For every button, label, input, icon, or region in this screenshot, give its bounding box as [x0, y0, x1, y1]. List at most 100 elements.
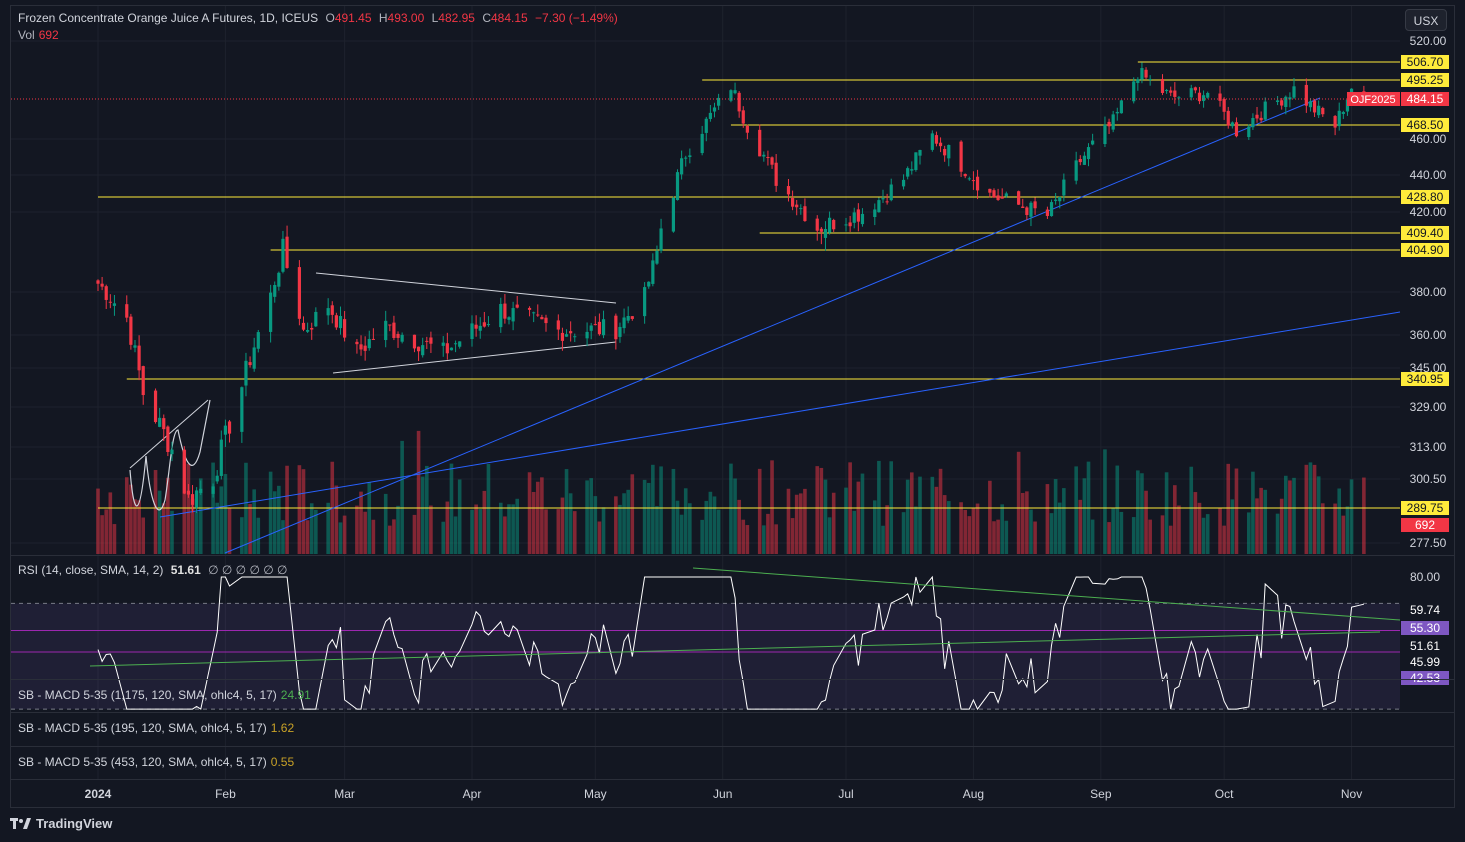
macd-legend-1[interactable]: SB - MACD 5-35 (1,175, 120, SMA, ohlc4, … — [18, 688, 311, 702]
candle-body — [1148, 78, 1152, 80]
candle-body — [392, 322, 396, 338]
candle-body — [1333, 116, 1337, 128]
candle-body — [770, 157, 774, 165]
candle-body — [1029, 202, 1033, 217]
volume-bar — [240, 517, 244, 554]
volume-bar — [227, 507, 232, 554]
pane-separator[interactable] — [10, 712, 1455, 713]
price-label-bg — [1401, 372, 1449, 386]
tradingview-logo[interactable]: TradingView — [10, 816, 112, 831]
candle-body — [671, 197, 675, 232]
candle-body — [112, 303, 117, 306]
candle-body — [540, 317, 544, 320]
volume-bar — [1349, 479, 1354, 554]
time-tick-label: May — [584, 787, 607, 801]
macd-legend-2[interactable]: SB - MACD 5-35 (195, 120, SMA, ohlc4, 5,… — [18, 721, 295, 735]
time-tick-label: Oct — [1215, 787, 1234, 801]
volume-bar — [367, 482, 372, 554]
price-tick-label: 380.00 — [1410, 285, 1447, 299]
volume-bar — [774, 524, 778, 554]
volume-bar — [248, 503, 252, 554]
volume-bar — [790, 518, 795, 554]
price-label: 289.75 — [1407, 501, 1444, 515]
volume-bar — [852, 510, 857, 554]
volume-bar — [556, 509, 561, 554]
volume-bar — [572, 511, 577, 554]
candle-body — [1103, 124, 1107, 145]
candle-body — [992, 190, 996, 198]
candle-body — [1304, 84, 1308, 106]
candle-body — [655, 250, 659, 264]
candle-body — [482, 322, 486, 327]
candle-body — [569, 331, 573, 334]
volume-bar — [967, 516, 972, 554]
volume-bar — [1304, 464, 1309, 554]
volume-bar — [297, 465, 302, 554]
volume-bar — [1197, 502, 1202, 554]
symbol-legend[interactable]: Frozen Concentrate Orange Juice A Future… — [18, 11, 618, 25]
time-tick-label: Nov — [1341, 787, 1362, 801]
volume-bar — [1164, 472, 1169, 554]
volume-bar — [334, 485, 339, 554]
rsi-legend[interactable]: RSI (14, close, SMA, 14, 2) 51.61 ∅ ∅ ∅ … — [18, 563, 292, 577]
candle-body — [1025, 207, 1029, 215]
candle-body — [400, 334, 404, 342]
volume-bar — [975, 503, 980, 554]
volume-bar — [544, 509, 548, 554]
volume-bar — [626, 489, 630, 554]
volume-legend[interactable]: Vol 692 — [18, 28, 59, 42]
candle-body — [532, 312, 536, 314]
symbol-tag: OJF2025 — [1350, 94, 1395, 106]
volume-bar — [1074, 466, 1078, 554]
price-label: 495.25 — [1407, 73, 1444, 87]
pane-separator[interactable] — [10, 746, 1455, 747]
candle-body — [1234, 122, 1239, 137]
pane-separator[interactable] — [10, 555, 1455, 556]
volume-bar — [655, 506, 659, 554]
candle-body — [297, 267, 301, 319]
volume-bar — [642, 479, 647, 554]
volume-bar — [938, 468, 943, 554]
candle-body — [441, 342, 445, 346]
rsi-label[interactable]: RSI (14, close, SMA, 14, 2) — [18, 563, 164, 577]
volume-bar — [498, 502, 503, 554]
volume-bar — [881, 525, 885, 554]
candle-body — [445, 343, 449, 354]
volume-bar — [100, 515, 104, 554]
volume-bar — [268, 471, 273, 554]
currency-button[interactable]: USX — [1405, 9, 1447, 31]
volume-bar — [827, 517, 832, 554]
candle-body — [675, 172, 680, 201]
macd-legend-3[interactable]: SB - MACD 5-35 (453, 120, SMA, ohlc4, 5,… — [18, 755, 295, 769]
price-label: 692 — [1415, 518, 1435, 532]
candle-body — [1049, 202, 1054, 217]
uptrend-line — [224, 97, 1321, 554]
volume-bar — [593, 496, 598, 554]
volume-bar — [1263, 489, 1268, 554]
candle-body — [416, 346, 421, 352]
candle-body — [1312, 100, 1317, 113]
candle-body — [453, 343, 458, 345]
candle-body — [1288, 97, 1292, 100]
candle-body — [1280, 100, 1284, 106]
candle-body — [1189, 88, 1193, 98]
candle-body — [1337, 110, 1341, 127]
candle-body — [1317, 105, 1321, 116]
candle-body — [1140, 68, 1144, 80]
volume-bar — [104, 509, 109, 554]
pane-separator[interactable] — [10, 679, 1455, 680]
candle-body — [614, 315, 618, 340]
pane-separator[interactable] — [10, 779, 1455, 780]
symbol-name[interactable]: Frozen Concentrate Orange Juice A Future… — [18, 11, 319, 25]
volume-bar — [959, 502, 963, 554]
price-label: 506.70 — [1407, 55, 1444, 69]
volume-bar — [757, 468, 762, 554]
volume-bar — [1292, 477, 1296, 554]
volume-bar — [141, 517, 146, 554]
candle-body — [1230, 122, 1234, 127]
volume-bar — [535, 481, 540, 554]
candle-body — [1017, 191, 1021, 205]
volume-bar — [585, 480, 589, 554]
candle-body — [901, 179, 906, 187]
